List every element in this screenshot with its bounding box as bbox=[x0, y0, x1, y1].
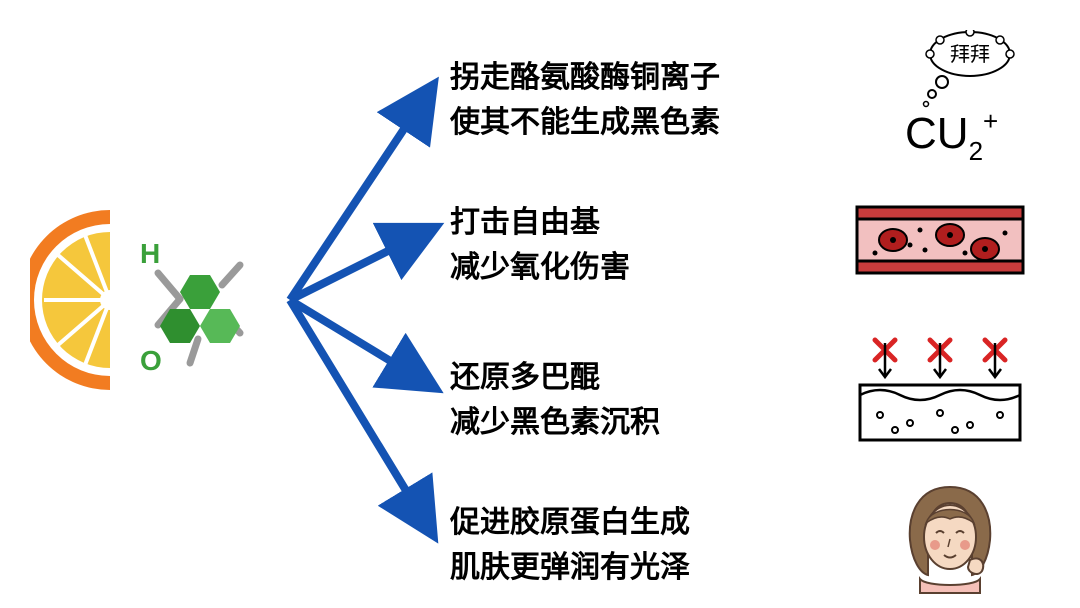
citrus-molecule-icon: H O bbox=[30, 200, 270, 400]
effect-3-line1: 还原多巴醌 bbox=[450, 355, 660, 400]
cu2-icon: 拜拜 CU2+ bbox=[880, 30, 1030, 160]
source-vitamin-c: H O bbox=[30, 200, 270, 400]
cu-sub: 2 bbox=[969, 136, 983, 160]
effect-2-line2: 减少氧化伤害 bbox=[450, 245, 630, 290]
cu-label: CU bbox=[905, 109, 969, 158]
molecule-h-label: H bbox=[140, 238, 160, 269]
effect-4-line1: 促进胶原蛋白生成 bbox=[450, 500, 690, 545]
skinbox-icon bbox=[855, 335, 1025, 445]
effect-2-graphic bbox=[855, 205, 1025, 280]
effect-4-graphic bbox=[890, 475, 1010, 600]
effect-1-line1: 拐走酪氨酸酶铜离子 bbox=[450, 55, 720, 100]
effect-3: 还原多巴醌 减少黑色素沉积 bbox=[450, 355, 660, 445]
effect-4-line2: 肌肤更弹润有光泽 bbox=[450, 545, 690, 590]
effect-1-graphic: 拜拜 CU2+ bbox=[880, 30, 1030, 165]
effect-2: 打击自由基 减少氧化伤害 bbox=[450, 200, 630, 290]
effect-4-text: 促进胶原蛋白生成 肌肤更弹润有光泽 bbox=[450, 500, 690, 590]
effect-4: 促进胶原蛋白生成 肌肤更弹润有光泽 bbox=[450, 500, 690, 590]
face-icon bbox=[890, 475, 1010, 595]
bubble-text: 拜拜 bbox=[950, 43, 990, 66]
molecule-o-label: O bbox=[140, 345, 162, 376]
effect-3-text: 还原多巴醌 减少黑色素沉积 bbox=[450, 355, 660, 445]
cu-sup: + bbox=[983, 106, 998, 136]
effect-3-line2: 减少黑色素沉积 bbox=[450, 400, 660, 445]
effect-2-line1: 打击自由基 bbox=[450, 200, 630, 245]
effect-1-line2: 使其不能生成黑色素 bbox=[450, 100, 720, 145]
bloodcell-icon bbox=[855, 205, 1025, 275]
effect-1: 拐走酪氨酸酶铜离子 使其不能生成黑色素 bbox=[450, 55, 720, 145]
effect-1-text: 拐走酪氨酸酶铜离子 使其不能生成黑色素 bbox=[450, 55, 720, 145]
svg-text:CU2+: CU2+ bbox=[905, 106, 998, 160]
diagram-canvas: H O 拐走酪氨酸酶铜离子 使其不能生成黑色素 bbox=[0, 0, 1080, 608]
effect-2-text: 打击自由基 减少氧化伤害 bbox=[450, 200, 630, 290]
effect-3-graphic bbox=[855, 335, 1025, 450]
